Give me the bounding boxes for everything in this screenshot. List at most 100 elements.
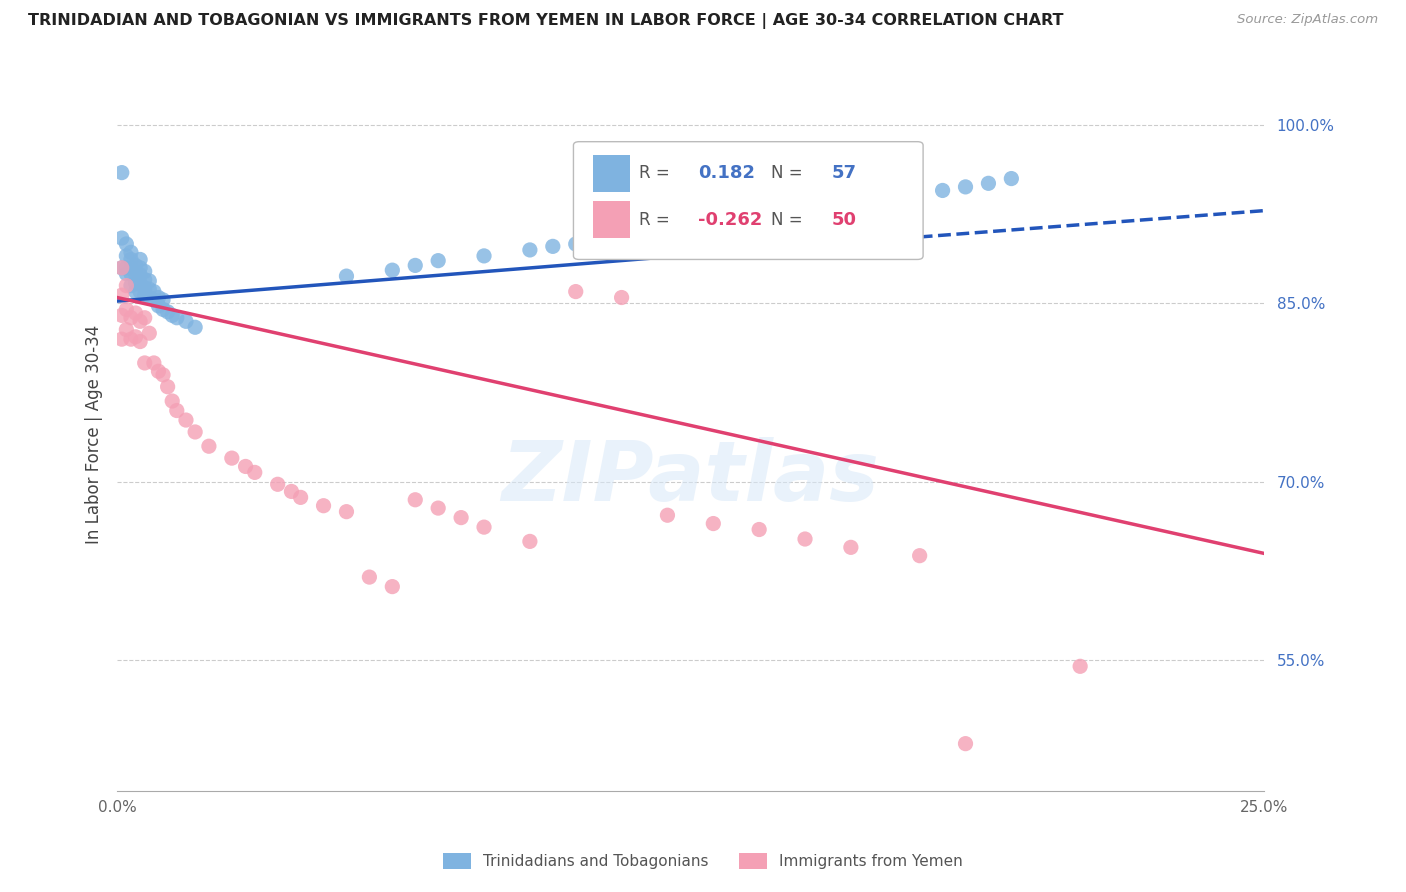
Point: [115, 237, 138, 252]
Point: [160, 394, 183, 409]
Point: [134, 288, 156, 302]
FancyBboxPatch shape: [574, 142, 924, 260]
Point: [610, 225, 633, 239]
Point: [152, 302, 174, 317]
Point: [148, 299, 170, 313]
Point: [794, 532, 817, 546]
Point: [129, 334, 152, 349]
Point: [111, 288, 134, 302]
Point: [156, 305, 179, 319]
Point: [335, 505, 357, 519]
Text: TRINIDADIAN AND TOBAGONIAN VS IMMIGRANTS FROM YEMEN IN LABOR FORCE | AGE 30-34 C: TRINIDADIAN AND TOBAGONIAN VS IMMIGRANTS…: [28, 13, 1063, 29]
Point: [115, 260, 138, 275]
Point: [450, 510, 472, 524]
Point: [129, 314, 152, 328]
Point: [138, 326, 160, 341]
Point: [111, 332, 134, 346]
Point: [138, 291, 160, 305]
Point: [115, 323, 138, 337]
Point: [129, 277, 152, 291]
Point: [404, 259, 426, 273]
Point: [111, 260, 134, 275]
Point: [142, 285, 165, 299]
Point: [138, 274, 160, 288]
Point: [129, 268, 152, 282]
Point: [148, 364, 170, 378]
Text: ZIPatlas: ZIPatlas: [502, 437, 879, 517]
Text: R =: R =: [638, 211, 669, 228]
Point: [120, 252, 142, 267]
Point: [221, 451, 243, 466]
Point: [134, 356, 156, 370]
Point: [610, 291, 633, 305]
Point: [564, 237, 586, 252]
Text: 57: 57: [831, 164, 856, 182]
Point: [184, 320, 207, 334]
Point: [359, 570, 381, 584]
Point: [725, 205, 748, 219]
Point: [124, 259, 146, 273]
Point: [120, 260, 142, 275]
Point: [519, 243, 541, 257]
Point: [152, 293, 174, 307]
Point: [266, 477, 288, 491]
Point: [657, 508, 679, 523]
Point: [862, 189, 884, 203]
Point: [1069, 659, 1091, 673]
Text: N =: N =: [770, 164, 803, 182]
Point: [817, 195, 839, 210]
Point: [111, 260, 134, 275]
Point: [588, 231, 610, 245]
Y-axis label: In Labor Force | Age 30-34: In Labor Force | Age 30-34: [86, 325, 103, 544]
Point: [748, 523, 770, 537]
Point: [134, 264, 156, 278]
Point: [198, 439, 221, 453]
Point: [633, 219, 655, 234]
Point: [115, 249, 138, 263]
Point: [129, 285, 152, 299]
Point: [335, 269, 357, 284]
Bar: [593, 154, 630, 192]
Point: [955, 180, 977, 194]
Point: [977, 177, 1000, 191]
Point: [519, 534, 541, 549]
Point: [120, 267, 142, 281]
Point: [166, 403, 188, 417]
Point: [129, 260, 152, 275]
Point: [138, 282, 160, 296]
Point: [908, 549, 931, 563]
Point: [427, 501, 450, 516]
Point: [120, 332, 142, 346]
Point: [839, 541, 862, 555]
Point: [124, 267, 146, 281]
Point: [156, 380, 179, 394]
Point: [381, 580, 404, 594]
Legend: Trinidadians and Tobagonians, Immigrants from Yemen: Trinidadians and Tobagonians, Immigrants…: [437, 847, 969, 875]
Text: 0.182: 0.182: [699, 164, 755, 182]
Point: [931, 184, 953, 198]
Point: [134, 310, 156, 325]
Point: [148, 291, 170, 305]
Point: [115, 302, 138, 317]
Point: [174, 314, 197, 328]
Point: [129, 252, 152, 267]
Point: [124, 330, 146, 344]
Point: [160, 309, 183, 323]
Point: [124, 285, 146, 299]
Point: [120, 245, 142, 260]
Point: [111, 166, 134, 180]
Point: [280, 484, 302, 499]
Point: [1000, 171, 1022, 186]
Point: [564, 285, 586, 299]
Point: [134, 273, 156, 287]
Text: Source: ZipAtlas.com: Source: ZipAtlas.com: [1237, 13, 1378, 27]
Point: [134, 281, 156, 295]
Point: [427, 253, 450, 268]
Point: [702, 516, 724, 531]
Point: [115, 278, 138, 293]
Point: [124, 277, 146, 291]
Point: [404, 492, 426, 507]
Text: R =: R =: [638, 164, 669, 182]
Point: [174, 413, 197, 427]
Point: [472, 249, 495, 263]
